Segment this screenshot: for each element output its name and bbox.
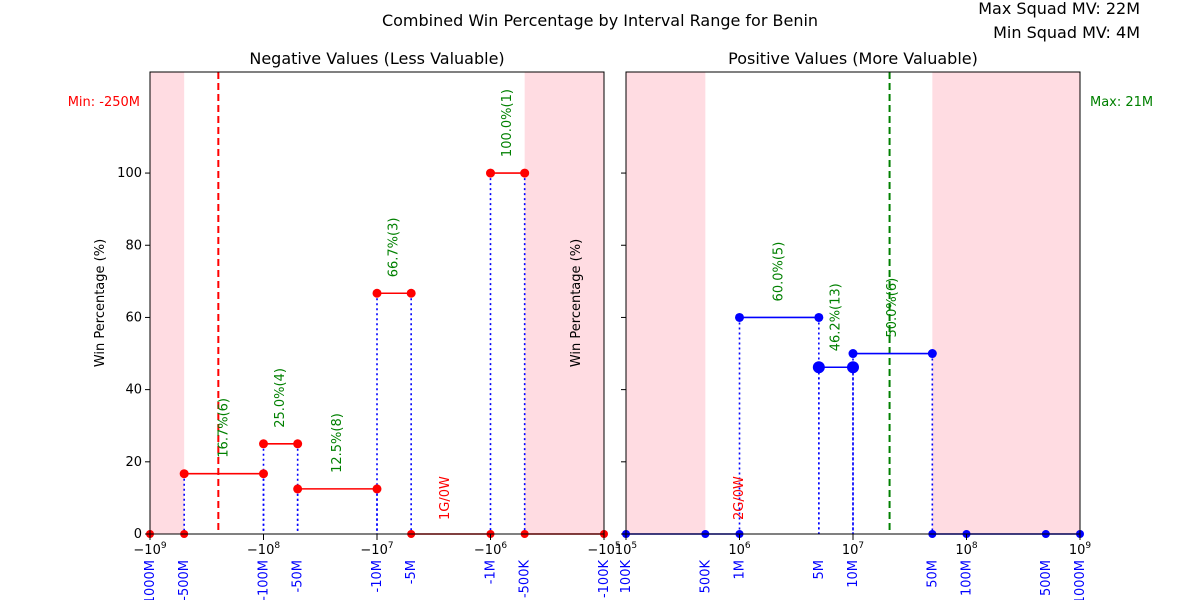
x-minor-label: -1000M [143, 560, 158, 600]
shaded-range [626, 72, 706, 534]
step-point [179, 469, 189, 479]
x-minor-label: -100M [257, 560, 272, 600]
data-label: 66.7%(3) [387, 218, 402, 278]
marker-label: Min: -250M [68, 95, 140, 110]
min-squad-label: Min Squad MV: 4M [993, 23, 1140, 42]
step-point [812, 361, 825, 374]
x-tick-label: −106 [474, 541, 507, 558]
data-label: 60.0%(5) [772, 242, 787, 302]
x-minor-label: -500K [518, 560, 533, 599]
step-point [814, 312, 824, 322]
x-minor-label: -10M [370, 560, 385, 592]
y-tick-label: 80 [125, 238, 142, 253]
data-label: 12.5%(8) [330, 413, 345, 473]
figure-title: Combined Win Percentage by Interval Rang… [382, 11, 818, 30]
x-minor-label: 1000M [1073, 560, 1088, 600]
chart-panels: Min: -250M 16.7%(6) 25.0%(4) 12.5%(8) 66.7%(… [68, 49, 1153, 600]
step-point [372, 288, 382, 298]
annotation-label: 1G/0W [438, 476, 453, 520]
step-point [848, 349, 858, 359]
step-point [259, 439, 268, 449]
annotation-label: 2G/0W [732, 476, 747, 520]
x-minor-label: -1M [484, 560, 499, 584]
x-minor-label: -500M [177, 560, 192, 600]
step-point [520, 168, 530, 178]
x-tick-label: −107 [360, 541, 393, 558]
data-label: 25.0%(4) [273, 368, 288, 428]
y-tick-label: 40 [125, 383, 142, 398]
step-point [293, 484, 303, 494]
step-point [486, 168, 495, 178]
x-minor-label: -5M [404, 560, 419, 584]
x-tick-label: −105 [587, 541, 620, 558]
y-tick-label: 60 [125, 310, 142, 325]
x-tick-label: 107 [842, 541, 864, 558]
step-point [927, 349, 937, 359]
step-point [847, 361, 859, 374]
x-minor-label: -50M [291, 560, 306, 592]
shaded-range [932, 72, 1080, 534]
step-point [372, 484, 382, 494]
x-tick-label: 108 [955, 541, 978, 558]
step-point [259, 469, 268, 479]
panel-2: Max: 21M 60.0%(5) 46.2%(13) 50.0%(6) 2G/0W Po… [569, 49, 1153, 600]
y-axis-label: Win Percentage (%) [569, 239, 584, 367]
data-label: 100.0%(1) [500, 89, 515, 157]
x-minor-label: 100K [619, 560, 634, 594]
x-tick-label: −109 [133, 541, 166, 558]
x-minor-label: 500M [1039, 560, 1054, 596]
x-tick-label: −108 [247, 541, 280, 558]
y-tick-label: 0 [134, 527, 142, 542]
panel-subtitle: Positive Values (More Valuable) [728, 49, 978, 68]
x-tick-label: 106 [728, 541, 751, 558]
x-minor-label: 100M [960, 560, 975, 596]
x-minor-label: 10M [846, 560, 861, 588]
panel-subtitle: Negative Values (Less Valuable) [249, 49, 504, 68]
data-label: 50.0%(6) [885, 278, 900, 338]
x-tick-label: 105 [615, 541, 637, 558]
x-tick-label: 109 [1069, 541, 1092, 558]
x-minor-label: 5M [812, 560, 827, 580]
x-minor-label: 500K [698, 560, 713, 594]
marker-label: Max: 21M [1090, 95, 1153, 110]
shaded-range [524, 72, 604, 534]
data-label: 16.7%(6) [216, 398, 231, 458]
shaded-range [150, 72, 185, 534]
x-minor-label: 1M [733, 560, 748, 580]
y-axis-label: Win Percentage (%) [93, 239, 108, 367]
panel-1: Min: -250M 16.7%(6) 25.0%(4) 12.5%(8) 66.7%(… [68, 49, 621, 600]
y-tick-label: 100 [117, 166, 142, 181]
step-point [406, 288, 416, 298]
x-minor-label: -100K [597, 560, 612, 599]
step-point [293, 439, 303, 449]
max-squad-label: Max Squad MV: 22M [978, 0, 1140, 18]
x-minor-label: 50M [925, 560, 940, 588]
step-point [735, 312, 744, 322]
y-tick-label: 20 [125, 455, 142, 470]
data-label: 46.2%(13) [828, 283, 843, 351]
